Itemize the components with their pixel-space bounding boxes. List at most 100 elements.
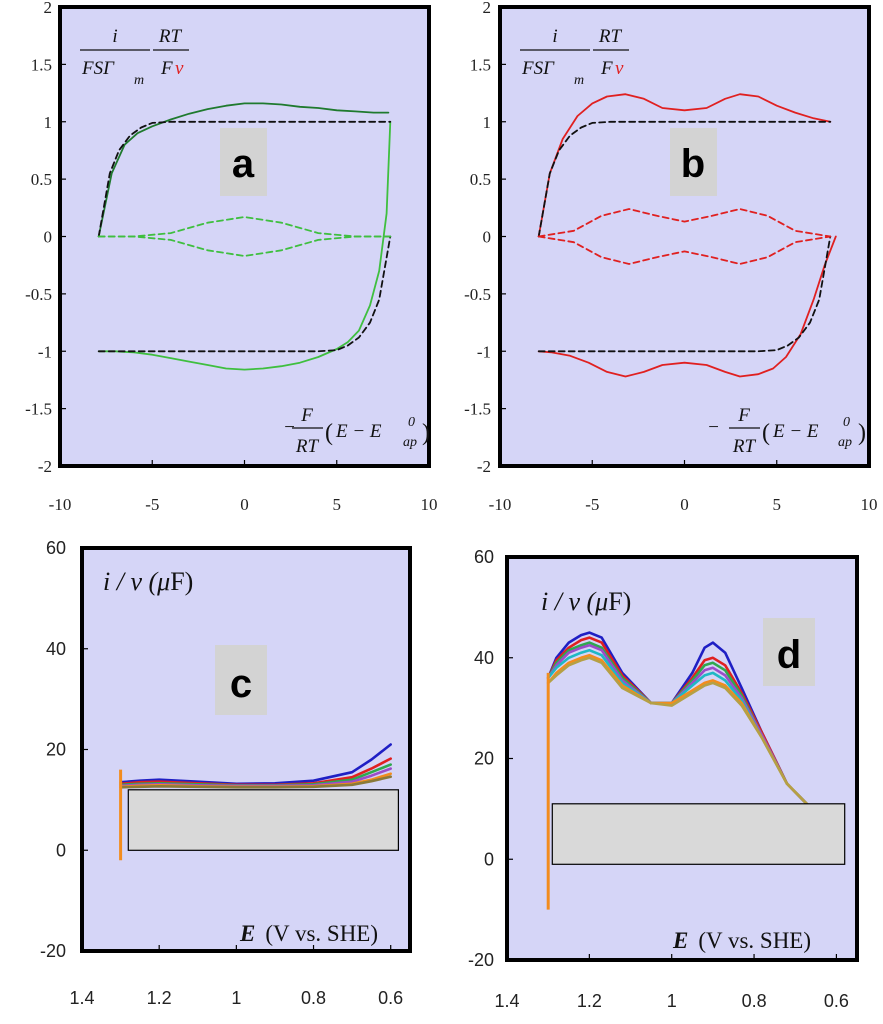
- panel-d-letter-bg: [763, 618, 815, 686]
- panel-a-y-ticks: 2 1.5 1 0.5 0 -0.5 -1 -1.5 -2: [25, 0, 66, 476]
- panel-b-x-tick-label: -5: [585, 495, 599, 514]
- panel-a-xlabel-sub: ap: [403, 435, 417, 450]
- panel-b-y-tick-label: -1: [477, 342, 491, 361]
- panel-c-series-6-line: [119, 775, 392, 789]
- panel-c-y-tick-label: 40: [46, 639, 66, 659]
- panel-b-ylabel-den1-sub: m: [574, 73, 584, 88]
- panel-a-x-tick-label: 10: [421, 495, 438, 514]
- panel-a-y-tick-label: 1: [44, 113, 53, 132]
- panel-b-letter: b: [681, 142, 705, 186]
- panel-c: 60 40 20 0 -20 1.4 1.2 1 0.8 0.6 c i / v (μF) E (…: [40, 538, 412, 1008]
- panel-a-y-tick-label: 2: [44, 0, 53, 17]
- panel-b-x-tick-label: -10: [489, 495, 512, 514]
- panel-d-x-tick-label: 0.6: [824, 991, 849, 1011]
- panel-b-series-3-line: [537, 120, 832, 238]
- panel-a-letter-bg: [220, 128, 267, 196]
- panel-b-ylabel-num1: i: [552, 26, 557, 47]
- panel-a-ylabel-num1: i: [112, 26, 117, 47]
- panel-b-xlabel-expr: E − E: [772, 421, 819, 442]
- panel-c-xlabel-e: E: [239, 921, 255, 946]
- panel-b-series-2-line: [537, 235, 837, 378]
- panel-b: 2 1.5 1 0.5 0 -0.5 -1 -1.5 -2 -10 -5 0 5 10 b i FSΓ …: [464, 0, 877, 514]
- panel-d-xlabel-rest: (V vs. SHE): [698, 928, 811, 953]
- panel-a-y-tick-label: -1.5: [25, 400, 52, 419]
- panel-b-ylabel-num2: RT: [598, 26, 623, 47]
- panel-c-y-tick-label: 60: [46, 538, 66, 558]
- panel-a-xlabel-num: F: [300, 405, 313, 426]
- panel-d-ylabel-post: F): [608, 587, 631, 616]
- panel-a-ylabel: i FSΓ m RT F v: [80, 26, 189, 88]
- panel-a-xlabel-den: RT: [295, 436, 320, 457]
- panel-a-xlabel: − F RT ( E − E 0 ap ): [283, 405, 430, 457]
- panel-c-y-tick-label: 20: [46, 740, 66, 760]
- panel-c-y-tick-label: -20: [40, 941, 66, 961]
- panel-d-series: [546, 631, 813, 910]
- panel-d-x-tick-label: 1.4: [494, 991, 519, 1011]
- panel-a-y-tick-label: 1.5: [31, 55, 52, 74]
- panel-c-letter-bg: [215, 645, 267, 715]
- panel-a-series: [97, 102, 392, 371]
- panel-c-x-tick-label: 0.6: [378, 988, 403, 1008]
- panel-a-xlabel-sup: 0: [408, 415, 415, 430]
- panel-c-x-ticks: 1.4 1.2 1 0.8 0.6: [69, 945, 403, 1008]
- panel-b-y-tick-label: -1.5: [464, 400, 491, 419]
- panel-a-series-3-line: [97, 120, 392, 238]
- panel-d: 60 40 20 0 -20 1.4 1.2 1 0.8 0.6 d i / v (μF) E (…: [468, 547, 859, 1011]
- panel-d-xlabel-e: E: [672, 928, 688, 953]
- panel-b-xlabel-lparen: (: [762, 420, 770, 446]
- panel-c-series: [119, 743, 392, 861]
- panel-a-ylabel-den1: FSΓ: [81, 58, 115, 79]
- panel-a-xlabel-expr: E − E: [335, 421, 382, 442]
- panel-d-y-tick-label: 0: [484, 849, 494, 869]
- panel-b-y-tick-label: 0.5: [470, 170, 491, 189]
- panel-a-ylabel-den1-sub: m: [134, 73, 144, 88]
- panel-a-y-tick-label: -0.5: [25, 285, 52, 304]
- panel-c-letter: c: [230, 662, 252, 706]
- panel-d-x-ticks: 1.4 1.2 1 0.8 0.6: [494, 954, 849, 1011]
- panel-d-ylabel-mu: μ: [594, 587, 608, 616]
- panel-d-y-tick-label: 60: [474, 547, 494, 567]
- panel-a-x-tick-label: -5: [145, 495, 159, 514]
- panel-a-x-tick-label: -10: [49, 495, 72, 514]
- panel-c-plot-area: [80, 546, 412, 953]
- panel-b-x-tick-label: 0: [680, 495, 689, 514]
- panel-c-y-ticks: 60 40 20 0 -20: [40, 538, 88, 961]
- panel-b-ylabel-den1: FSΓ: [521, 58, 555, 79]
- panel-b-xlabel-sup: 0: [843, 415, 850, 430]
- panel-d-y-tick-label: -20: [468, 950, 494, 970]
- panel-b-x-tick-label: 5: [773, 495, 782, 514]
- panel-a-xlabel-lparen: (: [325, 420, 333, 446]
- panel-b-xlabel-den: RT: [732, 436, 757, 457]
- panel-d-ylabel-pre: i / v (: [541, 587, 596, 616]
- panel-b-xlabel: − F RT ( E − E 0 ap ): [707, 405, 866, 457]
- panel-b-xlabel-sub: ap: [838, 435, 852, 450]
- panel-b-y-tick-label: 2: [483, 0, 492, 17]
- panel-a-ylabel-den2: F: [160, 58, 173, 79]
- panel-b-y-tick-label: 0: [483, 228, 492, 247]
- panel-a-y-tick-label: -2: [38, 457, 52, 476]
- panel-b-series-6-line: [537, 235, 832, 265]
- panel-b-letter-bg: [670, 128, 717, 196]
- panel-b-y-tick-label: -2: [477, 457, 491, 476]
- panel-c-ylabel-pre: i / v (: [103, 567, 158, 596]
- panel-a-y-tick-label: 0.5: [31, 170, 52, 189]
- panel-c-legend-box: [127, 789, 400, 851]
- panel-a-ylabel-num2: RT: [158, 26, 183, 47]
- panel-a-xlabel-prefix: −: [283, 417, 296, 438]
- panel-d-y-tick-label: 20: [474, 749, 494, 769]
- panel-b-y-ticks: 2 1.5 1 0.5 0 -0.5 -1 -1.5 -2: [464, 0, 506, 476]
- panel-c-x-tick-label: 0.8: [301, 988, 326, 1008]
- panel-c-ylabel-post: F): [170, 567, 193, 596]
- panel-b-ylabel-den2: F: [600, 58, 613, 79]
- panel-d-x-tick-label: 0.8: [742, 991, 767, 1011]
- panel-d-y-ticks: 60 40 20 0 -20: [468, 547, 513, 970]
- panel-a: 2 1.5 1 0.5 0 -0.5 -1 -1.5 -2 -10 -5 0 5 10 a i FSΓ …: [25, 0, 437, 514]
- panel-d-x-tick-label: 1: [667, 991, 677, 1011]
- panel-d-y-tick-label: 40: [474, 648, 494, 668]
- panel-b-ylabel: i FSΓ m RT F v: [520, 26, 629, 88]
- panel-d-letter: d: [777, 633, 801, 677]
- panel-a-series-2-line: [97, 120, 392, 371]
- panel-c-x-tick-label: 1.2: [147, 988, 172, 1008]
- panel-c-y-tick-label: 0: [56, 840, 66, 860]
